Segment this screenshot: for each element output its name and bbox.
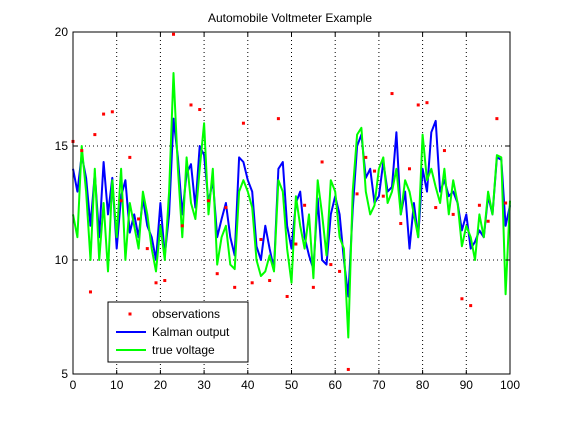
kalman-output-line <box>72 117 511 298</box>
observation-point <box>504 201 508 205</box>
x-tick-label: 50 <box>285 378 299 392</box>
observation-point <box>110 110 114 114</box>
observation-point <box>469 304 473 308</box>
observation-point <box>198 108 202 112</box>
observation-point <box>285 294 289 298</box>
x-tick-label: 80 <box>416 378 430 392</box>
observation-point <box>163 279 167 283</box>
x-tick-label: 90 <box>460 378 474 392</box>
legend-entry-kalman-output: Kalman output <box>152 325 230 339</box>
y-tick-label: 5 <box>61 367 68 381</box>
true-voltage-line <box>72 72 511 339</box>
observation-point <box>88 290 92 294</box>
y-tick-label: 20 <box>55 25 69 39</box>
observation-point <box>119 199 123 203</box>
observation-point <box>189 103 193 107</box>
observation-point <box>172 32 176 36</box>
observation-point <box>215 272 219 276</box>
observation-point <box>206 199 210 203</box>
observation-point <box>137 217 141 221</box>
observation-point <box>233 285 237 289</box>
observation-point <box>434 206 438 210</box>
observation-point <box>128 155 132 159</box>
observation-point <box>276 117 280 121</box>
x-tick-label: 30 <box>197 378 211 392</box>
observation-point <box>416 103 420 107</box>
observation-point <box>364 155 368 159</box>
observation-point <box>381 194 385 198</box>
observation-point <box>390 92 394 96</box>
observation-point <box>399 222 403 226</box>
observation-point <box>495 117 499 121</box>
axes: 0 10 20 30 40 50 60 70 80 90 100 5 10 15 20 <box>55 25 521 392</box>
x-tick-label: 10 <box>110 378 124 392</box>
observation-point <box>154 281 158 285</box>
observation-point <box>93 133 97 137</box>
observation-point <box>407 167 411 171</box>
observation-point <box>373 169 377 173</box>
observation-point <box>145 247 149 251</box>
x-tick-label: 40 <box>241 378 255 392</box>
observation-point <box>451 212 455 216</box>
y-tick-label: 10 <box>55 253 69 267</box>
x-tick-label: 0 <box>70 378 77 392</box>
observation-point <box>241 121 245 125</box>
observation-point <box>329 263 333 267</box>
observation-point <box>320 160 324 164</box>
observation-point <box>250 281 254 285</box>
series-layer <box>71 32 511 371</box>
observation-point <box>486 219 490 223</box>
observation-point <box>311 285 315 289</box>
legend-marker <box>128 312 132 316</box>
observation-point <box>102 112 106 116</box>
observation-point <box>460 297 464 301</box>
y-tick-label: 15 <box>55 139 69 153</box>
observation-point <box>294 242 298 246</box>
observation-point <box>80 149 84 153</box>
observation-point <box>268 279 272 283</box>
observation-point <box>180 224 184 228</box>
legend: observations Kalman output true voltage <box>107 301 249 363</box>
chart-title: Automobile Voltmeter Example <box>208 11 372 25</box>
legend-entry-true-voltage: true voltage <box>152 343 215 357</box>
x-tick-label: 60 <box>329 378 343 392</box>
observation-point <box>259 237 263 241</box>
x-tick-label: 70 <box>372 378 386 392</box>
x-tick-label: 100 <box>500 378 520 392</box>
observation-point <box>442 149 446 153</box>
observation-point <box>338 269 342 273</box>
observation-point <box>303 203 307 207</box>
observation-point <box>346 367 350 371</box>
observation-point <box>355 192 359 196</box>
legend-entry-observations: observations <box>152 307 220 321</box>
observation-point <box>224 206 228 210</box>
observation-point <box>477 203 481 207</box>
observation-point <box>425 101 429 105</box>
x-tick-label: 20 <box>154 378 168 392</box>
